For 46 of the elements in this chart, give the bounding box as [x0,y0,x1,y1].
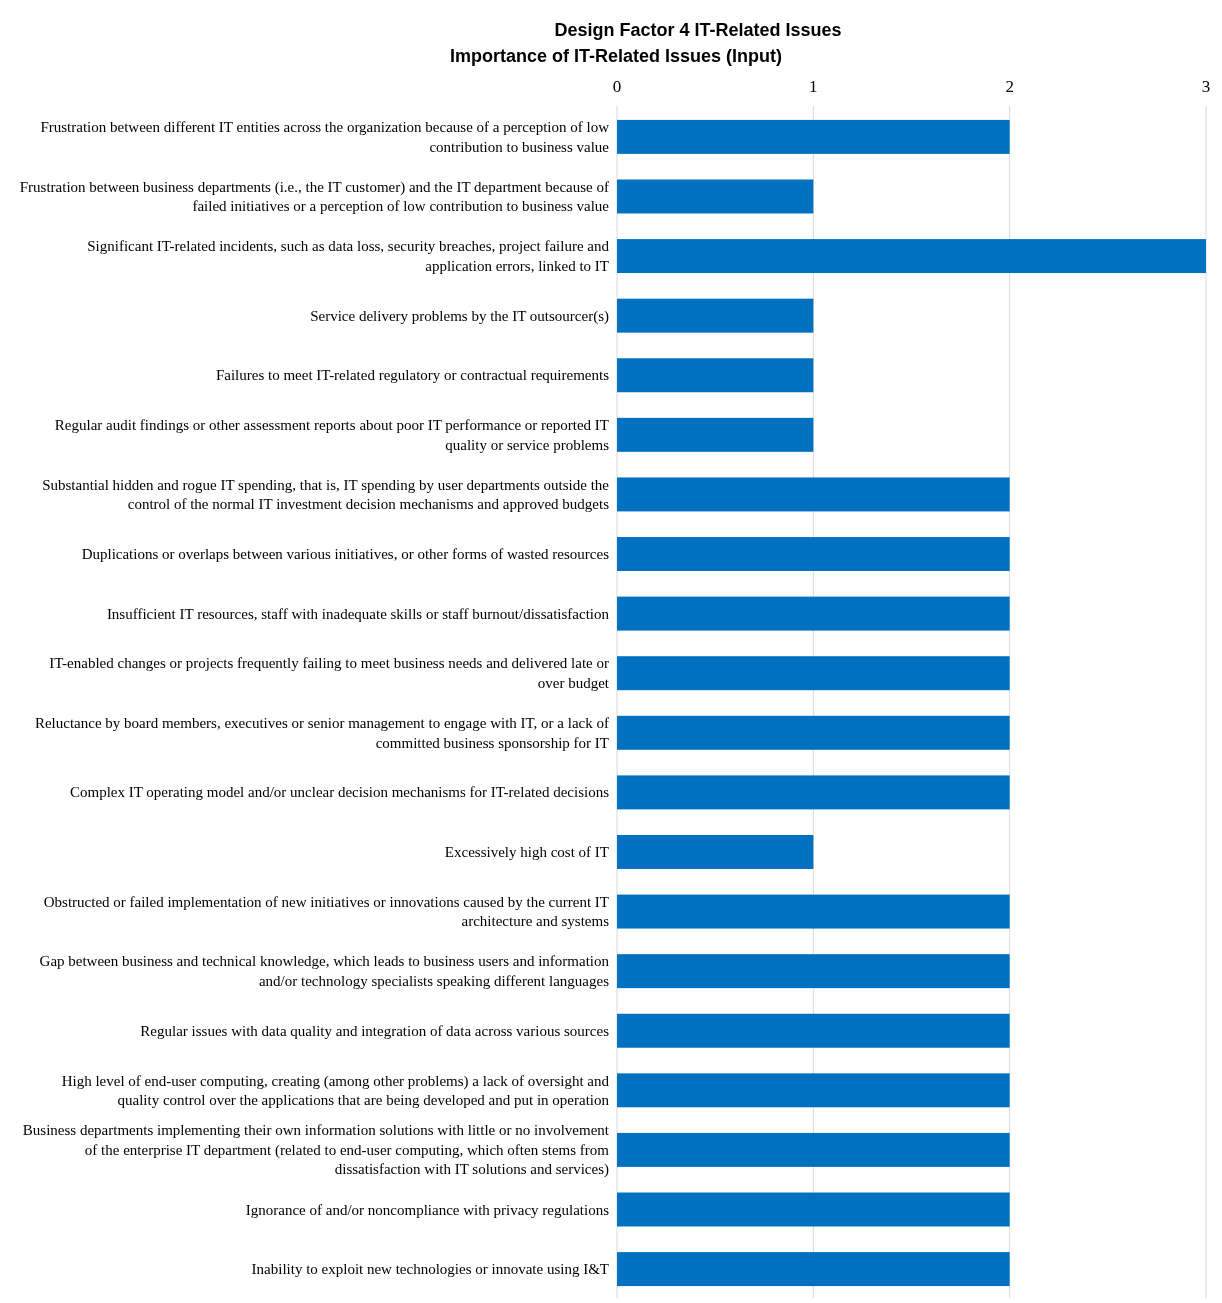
bar [617,596,1010,631]
y-tick-label: Excessively high cost of IT [444,843,609,860]
y-tick-label: Obstructed or failed implementation of new initiatives or innovations caused by the current IT architecture and systems [43,893,610,930]
y-tick-label: Ignorance of and/or noncompliance with privacy regulations [245,1201,610,1218]
bar [617,1073,1010,1108]
bar [617,656,1010,691]
x-tick-label: 2 [1005,77,1014,96]
y-tick-label: IT-enabled changes or projects frequently failing to meet business needs and delivered late or over budget [49,655,610,691]
y-tick-label: Reluctance by board members, executives or senior management to engage with IT, or a lack of committed business sponsorship for IT [34,715,609,751]
bar [617,298,814,333]
bar [617,1192,1010,1227]
y-tick-label: Duplications or overlaps between various initiatives, or other forms of wasted resources [81,546,610,563]
y-tick-label: Insufficient IT resources, staff with inadequate skills or staff burnout/dissatisfaction [106,605,610,622]
bar [617,1013,1010,1048]
y-tick-label: Regular audit findings or other assessment reports about poor IT performance or reported IT quality or service problems [54,417,610,453]
bar [617,775,1010,810]
x-tick-label: 1 [809,77,818,96]
x-tick-label: 3 [1201,77,1211,96]
chart-title: Design Factor 4 IT-Related Issues [554,20,842,40]
bar [617,1252,1010,1287]
y-tick-label: High level of end-user computing, creating (among other problems) a lack of oversight and quality control over the applications that are being developed and put in operation [61,1072,610,1109]
x-tick-label: 0 [612,77,622,96]
y-tick-label: Regular issues with data quality and integration of data across various sources [140,1022,610,1039]
y-tick-label: Business departments implementing their own information solutions with little or no involvement of the enterprise IT department (related to end-user computing, which often stems from dissatisfaction with IT solutions and services) [22,1122,610,1179]
y-tick-label: Significant IT-related incidents, such as data loss, security breaches, project failure and application errors, linked to IT [87,238,610,274]
y-tick-label: Substantial hidden and rogue IT spending, that is, IT spending by user departments outside the control of the normal IT investment decision mechanisms and approved budgets [42,476,610,513]
bar [617,537,1010,572]
y-tick-label: Frustration between different IT entities across the organization because of a perception of low contribution to business value [40,119,610,155]
y-tick-label: Inability to exploit new technologies or innovate using I&T [251,1261,609,1278]
y-tick-label: Frustration between business departments (i.e., the IT customer) and the IT department because of failed initiatives or a perception of low contribution to business value [19,178,610,215]
y-tick-label: Service delivery problems by the IT outsourcer(s) [310,307,609,325]
bar [617,715,1010,750]
bar [617,239,1206,274]
bar [617,834,814,869]
bar [617,894,1010,929]
bar [617,954,1010,989]
bar [617,417,814,452]
y-tick-label: Complex IT operating model and/or unclear decision mechanisms for IT-related decisions [69,784,610,801]
bar [617,179,814,214]
bar [617,119,1010,154]
y-tick-label: Failures to meet IT-related regulatory or contractual requirements [215,367,610,384]
chart-subtitle: Importance of IT-Related Issues (Input) [449,46,783,66]
bar [617,1132,1010,1167]
bar [617,477,1010,512]
bar [617,358,814,393]
y-tick-label: Gap between business and technical knowledge, which leads to business users and information and/or technology specialists speaking different languages [39,953,610,989]
